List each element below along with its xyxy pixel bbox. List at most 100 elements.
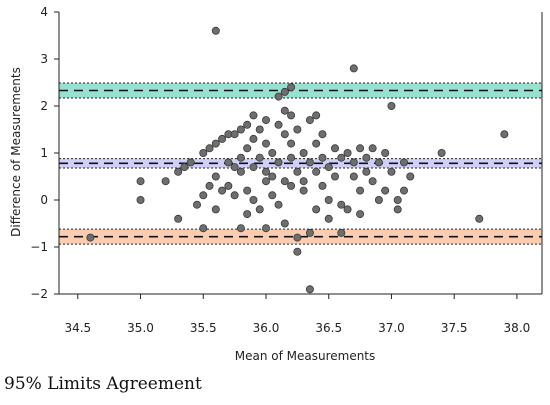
data-point <box>475 214 484 223</box>
data-point <box>174 167 183 176</box>
data-point <box>280 106 289 115</box>
data-point <box>330 144 339 153</box>
data-point <box>161 177 170 186</box>
x-tick-label: 38.0 <box>504 321 531 335</box>
data-point <box>249 163 258 172</box>
data-point <box>211 205 220 214</box>
data-point <box>249 134 258 143</box>
y-tick-label: 2 <box>40 99 48 113</box>
data-point <box>337 228 346 237</box>
data-point <box>305 116 314 125</box>
x-tick-label: 35.5 <box>190 321 217 335</box>
data-point <box>337 200 346 209</box>
data-point <box>205 181 214 190</box>
data-point <box>211 139 220 148</box>
data-point <box>368 177 377 186</box>
data-point <box>224 158 233 167</box>
x-tick-label: 36.5 <box>315 321 342 335</box>
data-point <box>387 102 396 111</box>
data-point <box>136 195 145 204</box>
data-point <box>261 167 270 176</box>
data-point <box>318 153 327 162</box>
data-point <box>280 219 289 228</box>
data-point <box>274 120 283 129</box>
data-point <box>243 210 252 219</box>
x-tick-label: 36.0 <box>253 321 280 335</box>
data-point <box>274 200 283 209</box>
data-point <box>437 148 446 157</box>
data-point <box>287 111 296 120</box>
data-point <box>136 177 145 186</box>
data-point <box>399 186 408 195</box>
y-tick-label: −1 <box>30 240 48 254</box>
data-point <box>374 158 383 167</box>
data-point <box>255 205 264 214</box>
data-point <box>86 233 95 242</box>
data-point <box>349 64 358 73</box>
data-point <box>199 224 208 233</box>
data-point <box>293 233 302 242</box>
data-point <box>318 130 327 139</box>
data-point <box>261 224 270 233</box>
data-point <box>199 148 208 157</box>
data-point <box>211 26 220 35</box>
data-point <box>312 167 321 176</box>
data-point <box>287 153 296 162</box>
data-point <box>261 177 270 186</box>
figure-caption: 95% Limits Agreement <box>4 374 202 394</box>
data-point <box>249 195 258 204</box>
data-point <box>268 148 277 157</box>
data-point <box>268 191 277 200</box>
x-tick-label: 35.0 <box>127 321 154 335</box>
x-tick-label: 34.5 <box>64 321 91 335</box>
data-point <box>274 92 283 101</box>
data-point <box>261 116 270 125</box>
data-point <box>255 125 264 134</box>
data-point <box>174 214 183 223</box>
data-point <box>312 111 321 120</box>
y-tick-label: 1 <box>40 146 48 160</box>
data-point <box>236 224 245 233</box>
data-point <box>224 181 233 190</box>
y-tick-label: 4 <box>40 5 48 19</box>
bland-altman-chart: −2 −1 0 1 2 3 4 34.5 35.0 35.5 36.0 36.5 37.0 37.5 38.… <box>9 5 543 363</box>
data-point <box>236 153 245 162</box>
data-point <box>236 167 245 176</box>
x-tick-label: 37.5 <box>441 321 468 335</box>
data-point <box>337 153 346 162</box>
data-point <box>280 130 289 139</box>
data-point <box>211 172 220 181</box>
data-point <box>343 148 352 157</box>
data-point <box>324 195 333 204</box>
data-point <box>393 205 402 214</box>
y-axis-title: Difference of Measurements <box>9 67 23 237</box>
data-point <box>287 83 296 92</box>
y-tick-label: 0 <box>40 193 48 207</box>
data-point <box>236 125 245 134</box>
y-tick-label: 3 <box>40 52 48 66</box>
x-axis-title: Mean of Measurements <box>235 349 376 363</box>
data-point <box>249 111 258 120</box>
data-point <box>330 172 339 181</box>
data-point <box>356 144 365 153</box>
data-point <box>399 158 408 167</box>
data-point <box>305 285 314 294</box>
data-point <box>293 247 302 256</box>
data-point <box>349 172 358 181</box>
data-point <box>274 158 283 167</box>
data-point <box>230 130 239 139</box>
data-point <box>180 163 189 172</box>
data-point <box>406 172 415 181</box>
y-tick-label: −2 <box>30 287 48 301</box>
data-point <box>324 163 333 172</box>
data-point <box>381 186 390 195</box>
data-point <box>205 144 214 153</box>
data-point <box>356 210 365 219</box>
data-point <box>368 144 377 153</box>
data-point <box>393 195 402 204</box>
data-point <box>312 205 321 214</box>
plot-bands-layer <box>59 82 542 245</box>
data-point <box>243 144 252 153</box>
data-point <box>255 153 264 162</box>
plot-axes-layer: −2 −1 0 1 2 3 4 34.5 35.0 35.5 36.0 36.5 37.0 37.5 38.… <box>30 5 543 335</box>
